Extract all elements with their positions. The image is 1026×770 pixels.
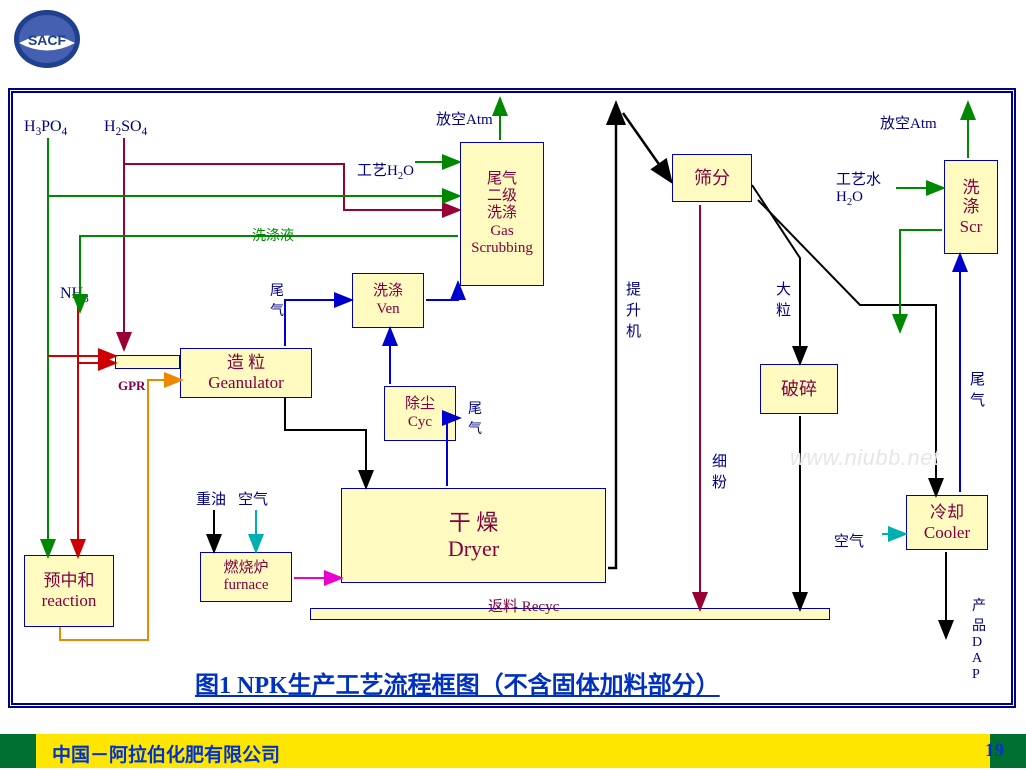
label-air1: 空气	[238, 488, 268, 509]
label-weiqi3: 尾气	[970, 368, 985, 410]
node-scrubbing: 尾气二级洗涤Gas Scrubbing	[460, 142, 544, 286]
node-crusher: 破碎	[760, 364, 838, 414]
footer-page-number: 19	[985, 740, 1004, 762]
label-recyc: 返料 Recyc	[488, 595, 559, 616]
node-screen: 筛分	[672, 154, 752, 202]
footer-company: 中国－阿拉伯化肥有限公司	[52, 740, 280, 767]
node-cyc: 除尘Cyc	[384, 386, 456, 441]
label-h2o2: 工艺水H2O	[836, 168, 881, 208]
watermark: www.niubb.net	[790, 445, 940, 471]
logo-text: SACF	[28, 32, 67, 48]
label-air2: 空气	[834, 530, 864, 551]
label-atm2: 放空Atm	[880, 112, 937, 133]
label-weiqi1: 尾气	[270, 280, 284, 320]
label-fine: 细粉	[712, 450, 727, 492]
node-granulator: 造 粒Geanulator	[180, 348, 312, 398]
node-dryer: 干 燥Dryer	[341, 488, 606, 583]
label-h2so4: H2SO4	[104, 118, 147, 138]
label-heavy: 重油	[196, 488, 226, 509]
label-dali: 大粒	[776, 278, 791, 320]
node-scrub2: 洗涤Scr	[944, 160, 998, 254]
label-weiqi2: 尾气	[468, 398, 482, 438]
label-nh3: NH3	[60, 285, 89, 305]
figure-caption: 图1 NPK生产工艺流程框图（不含固体加料部分）	[195, 665, 720, 700]
label-h2o: 工艺H2O	[357, 159, 414, 182]
node-cooler: 冷却Cooler	[906, 495, 988, 550]
label-atm1: 放空Atm	[436, 108, 493, 129]
label-elev: 提升机	[626, 278, 641, 341]
node-gpr_bar	[115, 355, 180, 369]
label-product: 产品DAP	[972, 595, 986, 683]
node-ven: 洗涤Ven	[352, 273, 424, 328]
label-gpr: GPR	[118, 378, 145, 394]
node-furnace: 燃烧炉furnace	[200, 552, 292, 602]
label-xidiye: 洗涤液	[252, 225, 294, 245]
recycle-trough	[310, 608, 830, 620]
node-reaction: 预中和reaction	[24, 555, 114, 627]
label-h3po4: H3PO4	[24, 118, 67, 138]
company-logo: SACF	[12, 8, 82, 70]
